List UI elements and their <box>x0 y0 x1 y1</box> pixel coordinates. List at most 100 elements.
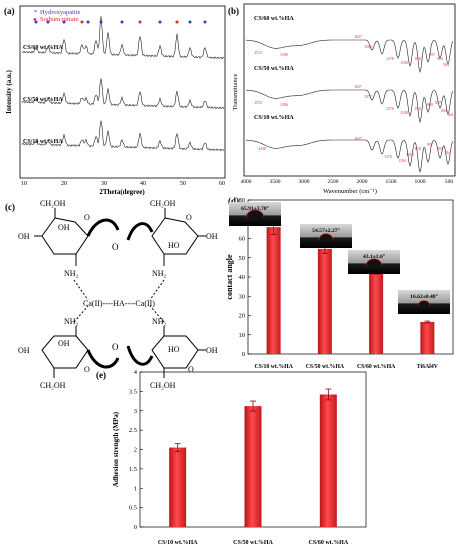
panel-b-label: (b) <box>228 6 239 16</box>
ftir-peak-label: 3438 <box>258 147 266 151</box>
ftir-peak-label: 3186 <box>280 103 288 107</box>
adhesion-strength-chart: 0 0.5 1 1.5 2 2.5 3 3.5 4 CS/10 wt.%HA CS/50 wt.%H… <box>112 369 367 546</box>
panel-a: (a) * Hydroxyapatite ● Sodium nitrate CS… <box>4 5 226 196</box>
ftir-tick-4000: 4000 <box>241 179 252 185</box>
xrd-peak-marker <box>158 20 162 24</box>
ftir-x-label: Wavenumber (cm⁻¹) <box>323 188 377 195</box>
ftir-peak-label: 3180 <box>280 53 288 57</box>
droplet-shape <box>365 258 383 267</box>
ftir-peak-label: 957 <box>429 53 435 57</box>
ftir-peak-label: 1031 <box>414 107 422 111</box>
ftir-peak-label: 564 <box>443 63 449 67</box>
ftir-peak-label: 1376 <box>386 107 394 111</box>
ftir-tick-500: 500 <box>445 179 454 185</box>
ftir-peak-label: 957 <box>427 143 433 147</box>
ftir-peak-label: 1108 <box>400 111 408 115</box>
ftir-peak-label: 804 <box>437 57 443 61</box>
y-tick-label: 50 <box>239 255 246 262</box>
y-tick-label: 3.5 <box>129 388 137 395</box>
panel-e: (e) 0 0.5 1 1.5 2 2.5 3 3.5 4 CS/10 wt.%HA CS/50 w… <box>96 369 367 546</box>
ftir-peak-label: 1050 <box>406 153 414 157</box>
nh2-text-2: NH₂ <box>152 269 167 278</box>
nh2-text-1: NH₂ <box>64 269 79 278</box>
ftir-peak-label: 1031 <box>414 57 422 61</box>
y-tick-label: 2.5 <box>129 427 137 434</box>
ftir-peak-label: 857 <box>435 101 441 105</box>
droplet-shape <box>417 300 431 307</box>
xrd-peak-marker <box>138 20 142 24</box>
xrd-peak-marker <box>86 20 90 24</box>
y-tick-label: 20 <box>239 313 246 320</box>
category-label: CS/60 wt.%HA <box>357 364 396 370</box>
ftir-peak-label: 1563 <box>364 45 372 49</box>
bar <box>319 394 337 527</box>
ring-bottom-right <box>151 326 206 378</box>
xrd-peak-marker <box>80 20 84 24</box>
legend-nitrate-text: Sodium nitrate <box>40 16 79 23</box>
xrd-tick-60: 60 <box>219 181 225 187</box>
xrd-curve <box>21 16 225 60</box>
o-bridge-text-2: O <box>112 342 119 352</box>
ftir-tick-1000: 1000 <box>415 179 426 185</box>
ho-text-1: HO <box>168 241 180 250</box>
droplet-shape <box>318 233 334 241</box>
y-tick-label: 40 <box>239 274 246 281</box>
xrd-peak-marker <box>46 20 50 24</box>
droplet-shape <box>245 209 265 219</box>
xrd-curve-label-50: CS/50 wt.%HA <box>23 97 63 103</box>
contact-angle-value-label: 54.57±2.27° <box>312 227 340 234</box>
panel-c-label: (c) <box>5 202 15 212</box>
panel-c: (c) CH₂OH OH OH O NH₂ O CH₂OH O HO OH NH… <box>5 199 218 390</box>
ftir-peak-label: 564 <box>447 113 453 117</box>
ftir-peak-label: 604 <box>437 147 443 151</box>
category-label: CS/10 wt.%HA <box>254 364 293 370</box>
ftir-tick-3000: 3000 <box>299 179 310 185</box>
oh-text-3: OH <box>206 232 218 241</box>
o-text-1: O <box>84 213 90 222</box>
category-label: CS/50 wt.%HA <box>306 364 345 370</box>
ftir-curve <box>246 39 454 74</box>
ftir-x-ticks: 4000 3500 3000 2500 2000 1500 1000 500 <box>241 179 454 185</box>
ftir-peak-label: 1376 <box>384 155 392 159</box>
bar <box>420 322 435 354</box>
ftir-tick-2000: 2000 <box>357 179 368 185</box>
xrd-peak-marker <box>188 20 192 24</box>
y-tick-label: 4 <box>134 369 138 376</box>
ftir-curve-label-60: CS/60 wt.%HA <box>254 16 294 22</box>
ftir-tick-3500: 3500 <box>270 179 281 185</box>
ftir-frame <box>243 3 456 177</box>
xrd-frame <box>19 5 226 179</box>
xrd-curves <box>21 16 225 152</box>
ftir-curve-label-50: CS/50 wt.%HA <box>254 66 294 72</box>
bar <box>169 447 187 527</box>
panel-e-label: (e) <box>96 370 106 380</box>
o-text-4: O <box>188 365 194 374</box>
ho-text-2: HO <box>168 345 180 354</box>
y-tick-label: 3 <box>134 408 137 415</box>
ftir-peak-label: 960 <box>427 103 433 107</box>
ftir-peak-label: 1031 <box>414 147 422 151</box>
ftir-peak-label: 604 <box>441 109 447 113</box>
contact-angle-value-label: 65.91±3.78° <box>241 205 269 212</box>
ftir-curves <box>246 39 454 174</box>
contact-angle-value-label: 16.62±0.48° <box>410 293 438 300</box>
ftir-curve-label-10: CS/10 wt.%HA <box>254 115 294 121</box>
ch2oh-text-1: CH₂OH <box>40 199 66 208</box>
legend-nitrate-marker: ● <box>33 17 37 23</box>
panel-d-label: (d) <box>228 196 239 206</box>
panel-d: (d) 01020304050607080CS/10 wt.%HA65.91±3… <box>225 196 454 370</box>
xrd-y-label: Intensity (a.u.) <box>5 69 13 113</box>
xrd-curve <box>21 78 225 110</box>
oh-text-1: OH <box>18 232 30 241</box>
y-tick-label: 30 <box>239 293 246 300</box>
ftir-peak-label: 1104 <box>398 159 406 163</box>
y-tick-label: 60 <box>239 236 246 243</box>
y-axis-label: Adhesion strength (MPa) <box>112 411 120 487</box>
ftir-peak-label: 1637 <box>354 85 362 89</box>
y-tick-label: 0.5 <box>129 505 137 512</box>
ftir-peak-label: 564 <box>445 151 451 155</box>
ch2oh-text-4: CH₂OH <box>150 381 176 390</box>
category-label: CS/60 wt.%HA <box>308 540 348 546</box>
ftir-curve <box>246 139 454 174</box>
